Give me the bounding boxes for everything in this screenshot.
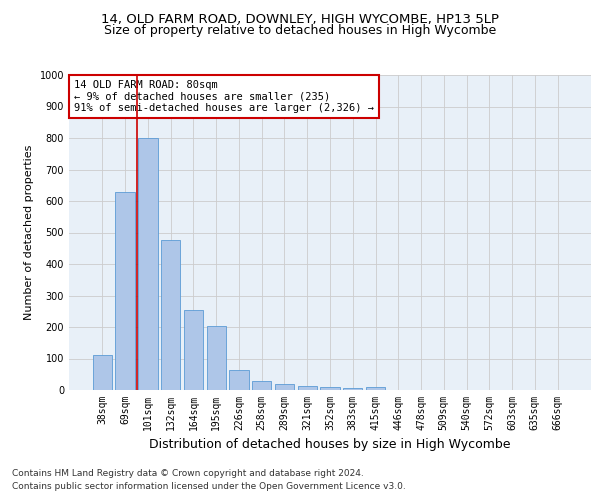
Bar <box>343 388 362 390</box>
X-axis label: Distribution of detached houses by size in High Wycombe: Distribution of detached houses by size … <box>149 438 511 452</box>
Bar <box>229 370 248 390</box>
Bar <box>93 356 112 390</box>
Bar <box>320 387 340 390</box>
Text: 14 OLD FARM ROAD: 80sqm
← 9% of detached houses are smaller (235)
91% of semi-de: 14 OLD FARM ROAD: 80sqm ← 9% of detached… <box>74 80 374 113</box>
Bar <box>138 138 158 390</box>
Bar <box>184 310 203 390</box>
Text: Contains HM Land Registry data © Crown copyright and database right 2024.: Contains HM Land Registry data © Crown c… <box>12 468 364 477</box>
Bar <box>366 387 385 390</box>
Y-axis label: Number of detached properties: Number of detached properties <box>24 145 34 320</box>
Text: Size of property relative to detached houses in High Wycombe: Size of property relative to detached ho… <box>104 24 496 37</box>
Bar <box>161 240 181 390</box>
Bar <box>298 386 317 390</box>
Text: Contains public sector information licensed under the Open Government Licence v3: Contains public sector information licen… <box>12 482 406 491</box>
Text: 14, OLD FARM ROAD, DOWNLEY, HIGH WYCOMBE, HP13 5LP: 14, OLD FARM ROAD, DOWNLEY, HIGH WYCOMBE… <box>101 12 499 26</box>
Bar <box>206 326 226 390</box>
Bar <box>115 192 135 390</box>
Bar <box>275 384 294 390</box>
Bar <box>252 381 271 390</box>
